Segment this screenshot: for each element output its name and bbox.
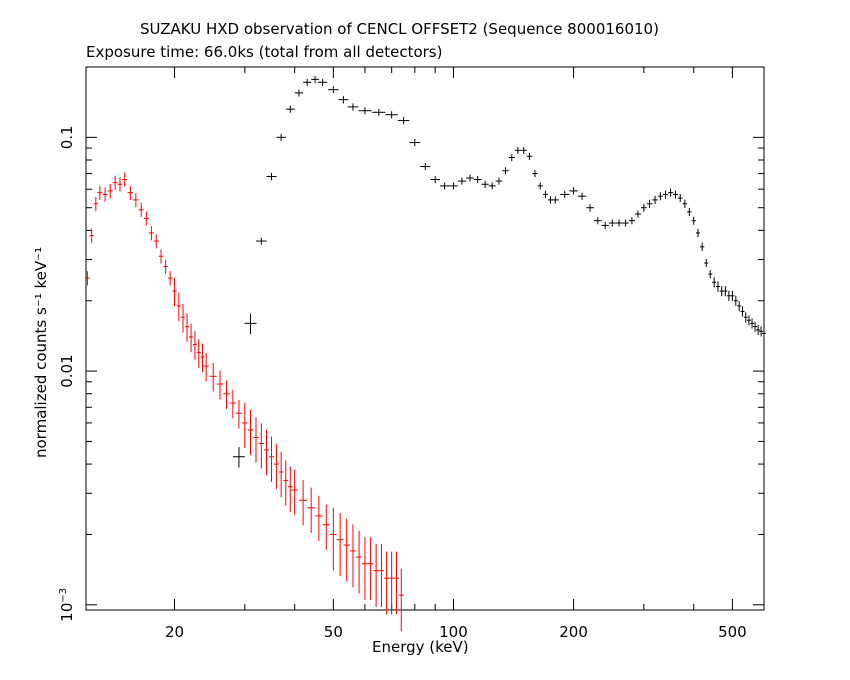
y-tick-label-exponent: −3 — [58, 588, 69, 603]
chart-title: SUZAKU HXD observation of CENCL OFFSET2 … — [140, 20, 659, 38]
chart-subtitle: Exposure time: 66.0ks (total from all de… — [86, 43, 443, 61]
x-tick-label: 20 — [165, 623, 184, 641]
y-tick-label: 10−3 — [58, 588, 76, 622]
x-tick-label: 50 — [324, 623, 343, 641]
x-tick-label: 200 — [559, 623, 588, 641]
axis-ticks — [86, 66, 765, 610]
series-red — [85, 172, 404, 632]
x-axis-label: Energy (keV) — [372, 638, 469, 656]
y-tick-label: 0.1 — [58, 125, 76, 149]
series-black — [232, 75, 767, 468]
y-tick-label: 0.01 — [58, 354, 76, 387]
y-axis-label: normalized counts s⁻¹ keV⁻¹ — [32, 246, 50, 458]
y-tick-label-text: 0.01 — [58, 354, 76, 387]
x-tick-label: 100 — [439, 623, 468, 641]
axis-tick-labels: 20 50 100 200 500 10−3 0.01 0.1 — [58, 125, 747, 641]
plot-frame — [85, 66, 765, 611]
y-tick-label-text: 10−3 — [58, 588, 76, 622]
y-tick-label-text: 0.1 — [58, 125, 76, 149]
x-tick-label: 500 — [718, 623, 747, 641]
